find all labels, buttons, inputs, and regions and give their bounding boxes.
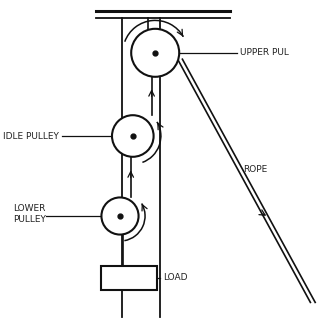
Circle shape (131, 29, 179, 77)
Circle shape (112, 115, 154, 157)
Text: IDLE PULLEY: IDLE PULLEY (3, 132, 59, 140)
Text: LOWER: LOWER (13, 204, 45, 213)
Text: UPPER PUL: UPPER PUL (240, 48, 289, 57)
Bar (101, 266, 157, 290)
Circle shape (101, 197, 139, 235)
Text: ROPE: ROPE (243, 165, 268, 174)
Text: LOAD: LOAD (163, 273, 188, 282)
Text: PULLEY: PULLEY (13, 215, 46, 224)
